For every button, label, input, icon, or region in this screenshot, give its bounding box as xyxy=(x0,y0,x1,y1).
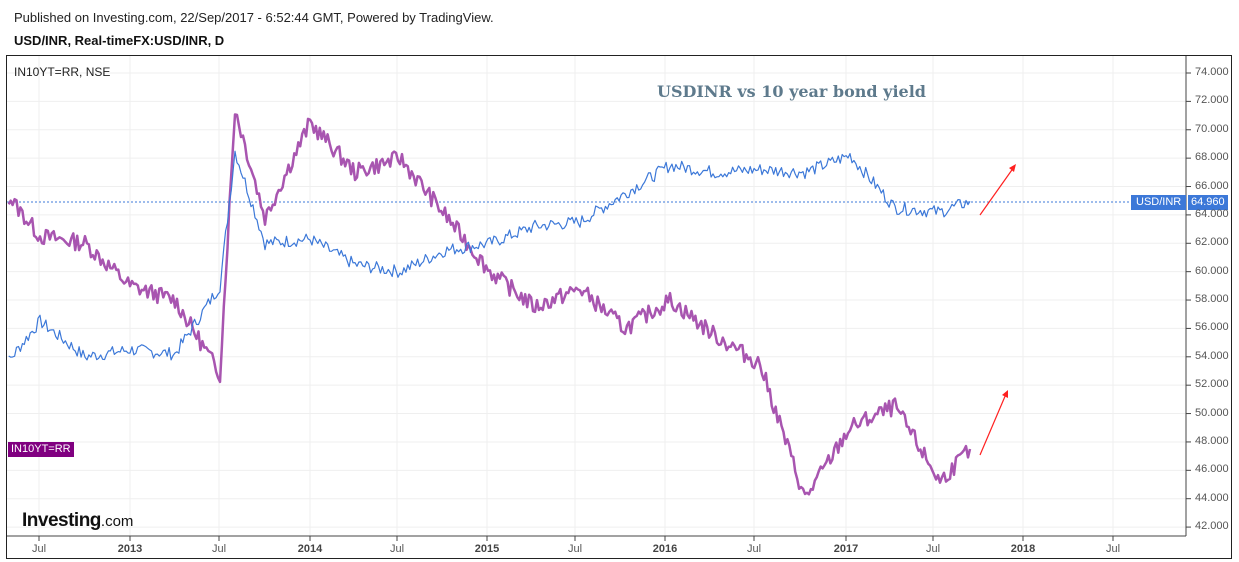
arrow-up-icon xyxy=(979,390,1008,456)
y-axis-ticks xyxy=(1186,72,1191,528)
chart-frame xyxy=(6,55,1232,559)
y-tick-label: 54.000 xyxy=(1195,349,1229,362)
arrow-up-icon xyxy=(979,164,1016,216)
bond-name-tag: IN10YT=RR xyxy=(8,442,74,457)
x-axis-ticks xyxy=(38,536,1114,541)
x-tick-label: 2016 xyxy=(652,543,678,555)
annotation-title: USDINR vs 10 year bond yield xyxy=(657,82,926,101)
y-tick-label: 56.000 xyxy=(1195,321,1229,334)
x-tick-label: Jul xyxy=(211,543,227,555)
y-tick-label: 74.000 xyxy=(1195,66,1229,78)
x-tick-label: 2017 xyxy=(833,543,859,555)
x-tick-label: 2018 xyxy=(1010,543,1036,555)
bond-yield-series[interactable] xyxy=(7,113,972,496)
usdinr-series[interactable] xyxy=(8,150,971,361)
symbol-title: USD/INR, Real-timeFX:USD/INR, D xyxy=(14,33,225,48)
logo-main: Investing xyxy=(22,510,101,531)
x-tick-label: 2015 xyxy=(474,543,500,555)
y-tick-label: 58.000 xyxy=(1195,293,1229,306)
y-tick-label: 62.000 xyxy=(1195,236,1229,249)
y-tick-label: 70.000 xyxy=(1195,122,1229,135)
y-tick-label: 64.000 xyxy=(1195,207,1229,220)
y-tick-label: 72.000 xyxy=(1195,94,1229,107)
x-tick-label: Jul xyxy=(567,543,583,555)
x-tick-label: 2014 xyxy=(297,543,323,555)
y-tick-label: 44.000 xyxy=(1195,491,1229,504)
usdinr-value-tag: 64.960 xyxy=(1188,195,1228,210)
y-tick-label: 68.000 xyxy=(1195,151,1229,164)
grid-lines xyxy=(7,56,1186,536)
y-tick-label: 42.000 xyxy=(1195,520,1229,533)
x-tick-label: Jul xyxy=(746,543,762,555)
published-info: Published on Investing.com, 22/Sep/2017 … xyxy=(14,10,494,25)
investing-logo: Investing.com xyxy=(22,510,133,532)
y-tick-label: 52.000 xyxy=(1195,378,1229,391)
y-tick-label: 60.000 xyxy=(1195,264,1229,277)
x-tick-label: Jul xyxy=(31,543,47,555)
y-tick-label: 66.000 xyxy=(1195,179,1229,192)
usdinr-name-tag: USD/INR xyxy=(1131,195,1187,210)
x-tick-label: Jul xyxy=(389,543,405,555)
y-tick-label: 46.000 xyxy=(1195,463,1229,476)
x-tick-label: Jul xyxy=(1105,543,1121,555)
logo-suffix: .com xyxy=(100,513,134,530)
y-tick-label: 48.000 xyxy=(1195,434,1229,447)
x-tick-label: 2013 xyxy=(117,543,143,555)
x-tick-label: Jul xyxy=(925,543,941,555)
indicator-label: IN10YT=RR, NSE xyxy=(14,65,111,79)
y-tick-label: 50.000 xyxy=(1195,406,1229,419)
